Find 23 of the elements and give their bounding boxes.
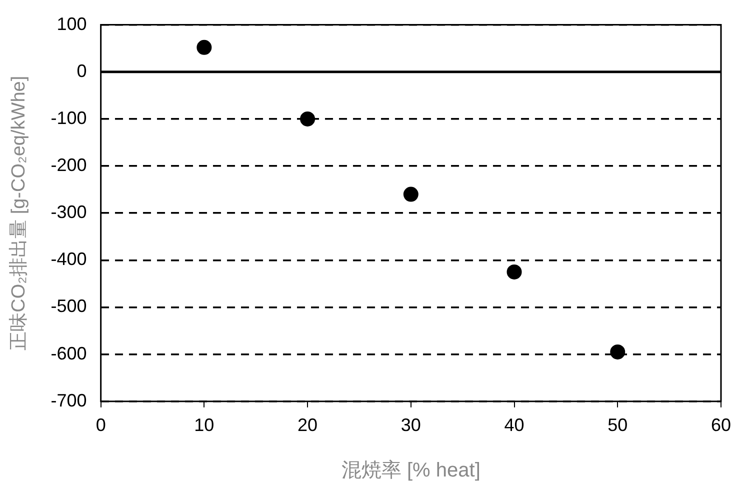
point bbox=[403, 186, 418, 202]
x-tick-label: 20 bbox=[298, 415, 318, 436]
y-tick-label: -300 bbox=[50, 202, 87, 222]
y-tick-label: -200 bbox=[50, 154, 87, 175]
x-tick-label: 50 bbox=[608, 415, 628, 436]
x-tick-label: 0 bbox=[96, 415, 106, 436]
x-tick-label: 40 bbox=[504, 415, 524, 436]
x-tick-label: 60 bbox=[710, 415, 732, 436]
x-tick-label: 30 bbox=[400, 415, 421, 436]
y-tick-label: 100 bbox=[56, 14, 87, 34]
point bbox=[300, 111, 316, 126]
y-tick-label: -700 bbox=[50, 390, 87, 410]
y-axis-title: 正味CO₂排出量 [g-CO₂eq/kWhe] bbox=[8, 76, 30, 350]
y-tick-label: 0 bbox=[76, 60, 87, 81]
y-tick-label: -100 bbox=[50, 108, 87, 128]
y-tick-label: -600 bbox=[50, 343, 87, 364]
point bbox=[610, 344, 626, 360]
point bbox=[196, 40, 212, 55]
x-tick-label: 10 bbox=[194, 415, 214, 436]
y-tick-label: -400 bbox=[50, 249, 87, 270]
point bbox=[506, 264, 522, 280]
x-axis-title: 混焼率 [% heat] bbox=[341, 460, 480, 482]
y-tick-label: -500 bbox=[50, 296, 87, 316]
